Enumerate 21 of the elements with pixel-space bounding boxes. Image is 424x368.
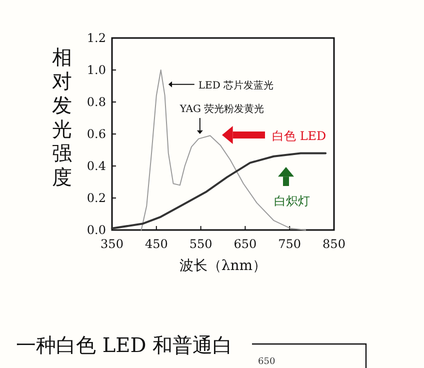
y-tick-label: 0.2: [86, 191, 106, 205]
y-tick-label: 1.2: [86, 31, 106, 45]
annotation: YAG 荧光粉发黄光: [178, 103, 264, 115]
y-tick-label: 0.8: [86, 95, 106, 109]
text: 650: [258, 357, 276, 367]
x-tick-label: 650: [234, 237, 257, 251]
annotation: 白色 LED: [272, 129, 326, 143]
x-tick-label: 350: [100, 237, 124, 251]
text: 一种白色 LED 和普通白: [16, 333, 233, 357]
annotation: 白炽灯: [274, 194, 310, 208]
annotation: LED 芯片发蓝光: [198, 79, 274, 92]
x-tick-label: 450: [144, 237, 168, 251]
y-tick-label: 0.4: [86, 159, 106, 173]
x-axis-title: 波长（λnm）: [179, 258, 267, 274]
x-tick-label: 850: [322, 237, 346, 251]
y-tick-label: 1.0: [86, 63, 106, 77]
x-tick-label: 550: [189, 237, 212, 251]
y-tick-label: 0.0: [86, 223, 106, 237]
y-tick-label: 0.6: [86, 127, 106, 141]
x-tick-label: 750: [278, 237, 302, 251]
y-axis-title: 相对发光强度: [52, 45, 72, 189]
